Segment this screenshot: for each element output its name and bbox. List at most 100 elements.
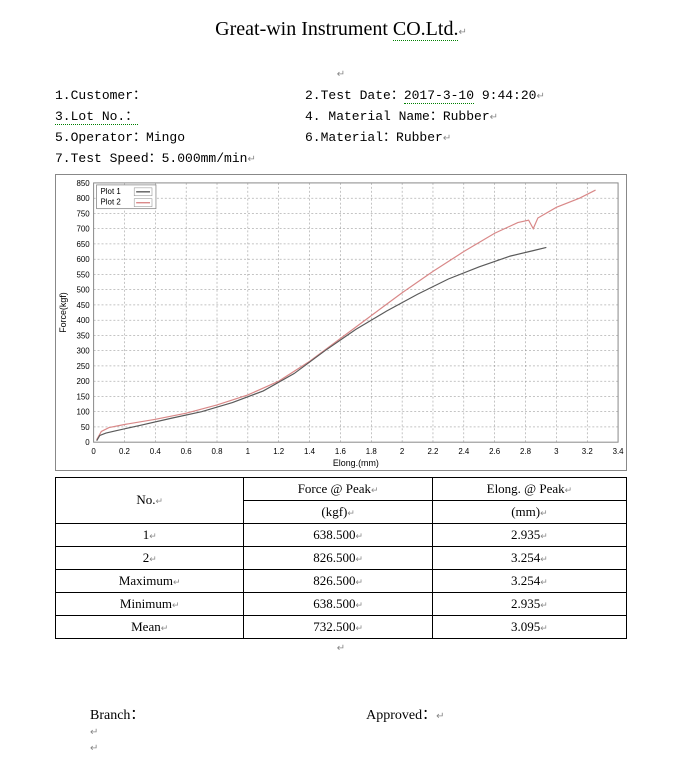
svg-text:3: 3	[554, 447, 559, 456]
para-mark: ↵	[30, 643, 652, 654]
table-cell: Minimum	[56, 592, 244, 615]
svg-text:500: 500	[76, 286, 90, 295]
col-elong: Elong. @ Peak	[487, 481, 565, 496]
para-mark	[247, 151, 255, 166]
cell-mark	[347, 504, 355, 519]
table-cell: 1	[56, 523, 244, 546]
svg-text:50: 50	[81, 423, 90, 432]
table-row: Minimum638.5002.935	[56, 592, 627, 615]
meta-customer: 1.Customer：	[55, 84, 305, 103]
meta-row-1: 1.Customer： 2.Test Date：2017-3-10 9:44:2…	[55, 84, 627, 103]
svg-text:0: 0	[85, 438, 90, 447]
svg-text:2.4: 2.4	[458, 447, 470, 456]
footer: Branch： Approved：	[30, 704, 652, 756]
table-row: 1638.5002.935	[56, 523, 627, 546]
meta-lot: 3.Lot No.：	[55, 105, 305, 124]
svg-text:2.8: 2.8	[520, 447, 532, 456]
meta-testdate: 2.Test Date：2017-3-10 9:44:20	[305, 84, 627, 103]
para-mark: ↵	[30, 69, 652, 80]
meta-label: 4. Material Name：Rubber	[305, 109, 490, 124]
para-mark	[490, 109, 498, 124]
title-under: CO.Ltd.	[393, 18, 459, 41]
meta-num: 2.	[305, 88, 321, 103]
meta-value: 5.Operator：Mingo	[55, 130, 185, 145]
table-cell: 826.500	[244, 569, 432, 592]
meta-row-4: 7.Test Speed：5.000mm/min	[55, 147, 627, 166]
col-no: No.	[136, 492, 155, 507]
meta-speed: 7.Test Speed：5.000mm/min	[55, 147, 627, 166]
cell-mark	[565, 481, 573, 496]
cell-mark	[371, 481, 379, 496]
svg-text:850: 850	[76, 179, 90, 188]
svg-text:1.2: 1.2	[273, 447, 284, 456]
force-elong-chart: 0501001502002503003504004505005506006507…	[56, 175, 626, 470]
col-elong-unit: (mm)	[511, 504, 540, 519]
table-row: 2826.5003.254	[56, 546, 627, 569]
col-force-unit: (kgf)	[321, 504, 347, 519]
meta-value: 2017-3-10	[404, 88, 474, 104]
svg-text:800: 800	[76, 194, 90, 203]
para-mark	[90, 724, 98, 739]
col-force: Force @ Peak	[298, 481, 371, 496]
chart-container: 0501001502002503003504004505005506006507…	[55, 174, 627, 471]
svg-text:350: 350	[76, 331, 90, 340]
svg-text:1.8: 1.8	[366, 447, 378, 456]
table-cell: 638.500	[244, 592, 432, 615]
table-cell: 732.500	[244, 615, 432, 638]
svg-text:1: 1	[246, 447, 251, 456]
svg-text:Plot 2: Plot 2	[101, 198, 121, 207]
table-cell: 3.095	[432, 615, 626, 638]
svg-text:450: 450	[76, 301, 90, 310]
svg-text:2.2: 2.2	[427, 447, 438, 456]
svg-text:300: 300	[76, 347, 90, 356]
cell-mark	[156, 492, 164, 507]
para-mark	[458, 18, 466, 40]
cell-mark	[540, 504, 548, 519]
svg-text:750: 750	[76, 209, 90, 218]
results-table: No. Force @ Peak Elong. @ Peak (kgf) (mm…	[55, 477, 627, 639]
svg-text:Force(kgf): Force(kgf)	[58, 292, 68, 333]
svg-text:0.4: 0.4	[150, 447, 162, 456]
table-row: Maximum826.5003.254	[56, 569, 627, 592]
footer-branch: Branch：	[90, 704, 366, 756]
meta-row-2: 3.Lot No.： 4. Material Name：Rubber	[55, 105, 627, 124]
svg-text:600: 600	[76, 255, 90, 264]
report-page: Great-win Instrument CO.Ltd. ↵ 1.Custome…	[0, 0, 682, 766]
svg-text:2: 2	[400, 447, 404, 456]
table-cell: Mean	[56, 615, 244, 638]
svg-text:2.6: 2.6	[489, 447, 501, 456]
para-mark	[436, 708, 444, 723]
svg-text:700: 700	[76, 225, 90, 234]
meta-material-name: 4. Material Name：Rubber	[305, 105, 627, 124]
meta-label: Test Date：	[321, 88, 404, 103]
table-cell: 2	[56, 546, 244, 569]
svg-text:0: 0	[91, 447, 96, 456]
table-cell: 2.935	[432, 592, 626, 615]
svg-text:0.8: 0.8	[212, 447, 224, 456]
table-row: Mean732.5003.095	[56, 615, 627, 638]
svg-text:Elong.(mm): Elong.(mm)	[333, 458, 379, 468]
meta-operator: 5.Operator：Mingo	[55, 126, 305, 145]
branch-label: Branch：	[90, 708, 144, 723]
footer-approved: Approved：	[366, 704, 592, 756]
para-mark	[90, 740, 98, 755]
svg-text:100: 100	[76, 408, 90, 417]
svg-text:150: 150	[76, 392, 90, 401]
meta-value: 7.Test Speed：5.000mm/min	[55, 151, 247, 166]
meta-label: Lot No.：	[71, 109, 139, 124]
title-pre: Great-win Instrument	[215, 18, 393, 40]
meta-material: 6.Material：Rubber	[305, 126, 627, 145]
para-mark	[536, 88, 544, 103]
svg-text:200: 200	[76, 377, 90, 386]
company-title: Great-win Instrument CO.Ltd.	[30, 18, 652, 41]
approved-label: Approved：	[366, 708, 436, 723]
svg-text:1.4: 1.4	[304, 447, 316, 456]
meta-num: 1.	[55, 88, 71, 103]
svg-text:250: 250	[76, 362, 90, 371]
table-cell: 638.500	[244, 523, 432, 546]
table-cell: 3.254	[432, 546, 626, 569]
svg-text:Plot 1: Plot 1	[101, 187, 122, 196]
svg-text:3.2: 3.2	[582, 447, 593, 456]
meta-num: 3.	[55, 109, 71, 124]
table-header-row: No. Force @ Peak Elong. @ Peak	[56, 477, 627, 500]
